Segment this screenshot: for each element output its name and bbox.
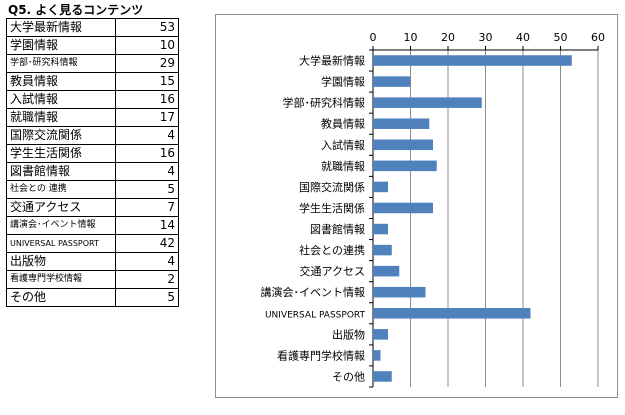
table-row: UNIVERSAL PASSPORT 42 <box>6 234 179 253</box>
table-cell-value: 5 <box>115 180 179 199</box>
table-cell-label: 就職情報 <box>6 108 116 127</box>
table-row: 社会との 連携 5 <box>6 180 179 199</box>
bar <box>373 308 531 319</box>
category-label: 社会との連携 <box>299 243 365 257</box>
bar <box>373 329 388 340</box>
table-cell-value: 14 <box>115 216 179 235</box>
table-cell-label: 学生生活関係 <box>6 144 116 163</box>
x-tick-label: 30 <box>479 31 493 44</box>
category-label: 出版物 <box>332 327 365 341</box>
bar-chart: 0 10 20 30 40 50 60 大学最新情報学園情報学部･研究科情報教員情報入試情報就… <box>261 31 605 388</box>
table-cell-label: 大学最新情報 <box>6 18 116 37</box>
table-cell-value: 4 <box>115 126 179 145</box>
x-tick-label: 40 <box>516 31 530 44</box>
table-cell-label: 学部･研究科情報 <box>6 54 116 73</box>
table-row: 図書館情報 4 <box>6 162 179 181</box>
table-cell-label: 学園情報 <box>6 36 116 55</box>
table-cell-value: 17 <box>115 108 179 127</box>
bar <box>373 139 433 151</box>
table-row: 教員情報 15 <box>6 72 179 91</box>
bar <box>373 350 381 361</box>
table-cell-label: 国際交流関係 <box>6 126 116 145</box>
x-tick-label: 10 <box>404 31 418 44</box>
bar <box>373 223 388 235</box>
x-tick-label: 50 <box>554 31 568 44</box>
table-row: 看護専門学校情報 2 <box>6 270 179 289</box>
bar <box>373 181 388 193</box>
table-row: 大学最新情報 53 <box>6 18 179 37</box>
bar <box>373 160 437 172</box>
table-cell-value: 42 <box>115 234 179 253</box>
category-label: 就職情報 <box>321 159 365 173</box>
table-row: 出版物 4 <box>6 252 179 271</box>
category-label: 大学最新情報 <box>299 54 365 68</box>
table-cell-label: 入試情報 <box>6 90 116 109</box>
bar <box>373 97 482 108</box>
table-cell-value: 16 <box>115 144 179 163</box>
table-cell-label: 出版物 <box>6 252 116 271</box>
table-row: 国際交流関係 4 <box>6 126 179 145</box>
table-cell-label: 図書館情報 <box>6 162 116 181</box>
table-cell-label: UNIVERSAL PASSPORT <box>6 234 116 253</box>
table-cell-value: 15 <box>115 72 179 91</box>
category-label: その他 <box>332 370 365 383</box>
category-label: 看護専門学校情報 <box>277 348 365 362</box>
category-label: 図書館情報 <box>310 222 365 236</box>
category-label: 入試情報 <box>321 138 365 152</box>
table-row: 交通アクセス 7 <box>6 198 179 217</box>
category-label: 学部･研究科情報 <box>283 96 366 110</box>
table-cell-label: 講演会･イベント情報 <box>6 216 116 235</box>
table-cell-label: 交通アクセス <box>6 198 116 217</box>
bar <box>373 265 400 277</box>
table-cell-value: 53 <box>115 18 179 37</box>
table-cell-label: 教員情報 <box>6 72 116 91</box>
table-cell-value: 10 <box>115 36 179 55</box>
table-row: 学部･研究科情報 29 <box>6 54 179 73</box>
bar <box>373 118 430 129</box>
x-tick-label: 0 <box>370 31 377 44</box>
table-row: 就職情報 17 <box>6 108 179 127</box>
chart-frame: 0 10 20 30 40 50 60 大学最新情報学園情報学部･研究科情報教員情報入試情報就… <box>215 14 618 398</box>
bar <box>373 55 572 66</box>
category-label: 学生生活関係 <box>299 201 365 215</box>
table-row: その他 5 <box>6 288 179 307</box>
table-row: 学生生活関係 16 <box>6 144 179 163</box>
category-label: 教員情報 <box>321 118 365 131</box>
bar <box>373 76 411 87</box>
bar <box>373 371 392 382</box>
category-label: 学園情報 <box>321 75 365 89</box>
category-label: 交通アクセス <box>300 264 365 278</box>
table-cell-label: 看護専門学校情報 <box>6 270 116 289</box>
table-cell-label: その他 <box>6 288 116 307</box>
table-row: 入試情報 16 <box>6 90 179 109</box>
table-row: 講演会･イベント情報 14 <box>6 216 179 235</box>
bar <box>373 286 426 298</box>
x-tick-label: 60 <box>591 31 605 44</box>
page-title: Q5. よく見るコンテンツ <box>8 3 144 17</box>
bar <box>373 202 433 214</box>
table-cell-value: 7 <box>115 198 179 217</box>
x-tick-label: 20 <box>441 31 455 44</box>
table-cell-value: 29 <box>115 54 179 73</box>
table-cell-value: 5 <box>115 288 179 307</box>
table-row: 学園情報 10 <box>6 36 179 55</box>
data-table: 大学最新情報 53 学園情報 10 学部･研究科情報 29 教員情報 15 入試情報 16 就職情報… <box>6 18 179 307</box>
table-cell-value: 4 <box>115 252 179 271</box>
table-cell-value: 4 <box>115 162 179 181</box>
table-cell-value: 16 <box>115 90 179 109</box>
category-label: UNIVERSAL PASSPORT <box>265 310 366 320</box>
bar <box>373 244 392 256</box>
category-label: 講演会･イベント情報 <box>261 285 366 299</box>
table-cell-value: 2 <box>115 270 179 289</box>
category-label: 国際交流関係 <box>299 180 365 194</box>
table-cell-label: 社会との 連携 <box>6 180 116 199</box>
